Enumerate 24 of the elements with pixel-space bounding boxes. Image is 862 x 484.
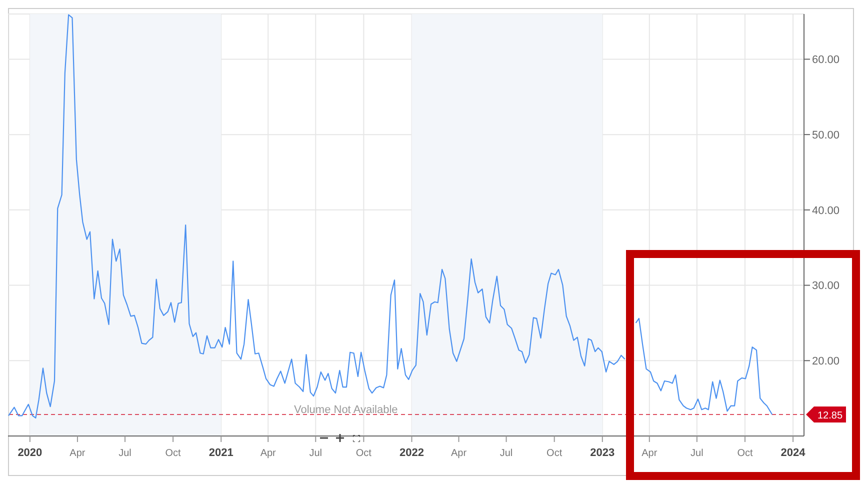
x-tick-label: 2020: [18, 447, 42, 459]
x-tick-label: Apr: [642, 448, 658, 459]
y-tick-label: 20.00: [812, 356, 840, 368]
x-tick-label: 2024: [780, 447, 806, 459]
x-tick-label: Jul: [309, 448, 322, 459]
x-tick-label: Jul: [500, 448, 513, 459]
x-tick-label: Oct: [737, 448, 753, 459]
y-tick-label: 40.00: [812, 204, 840, 217]
annotation: Volume Not Available: [294, 404, 398, 416]
x-tick-label: Oct: [165, 448, 182, 459]
x-tick-label: Apr: [260, 448, 277, 459]
x-tick-label: 2023: [590, 447, 615, 459]
y-tick-label: 50.00: [812, 129, 840, 142]
x-tick-label: Jul: [118, 448, 132, 459]
x-tick-label: Apr: [70, 448, 86, 459]
x-tick-label: 2022: [400, 447, 424, 459]
y-tick-label: 60.00: [812, 54, 840, 66]
x-tick-label: 2021: [208, 447, 234, 459]
x-tick-label: Oct: [546, 448, 562, 459]
x-tick-label: Apr: [450, 448, 468, 459]
ref-line-label: 12.85: [817, 410, 843, 422]
y-tick-label: 30.00: [812, 280, 840, 292]
x-tick-label: Oct: [356, 448, 372, 459]
x-tick-label: Jul: [690, 448, 704, 459]
